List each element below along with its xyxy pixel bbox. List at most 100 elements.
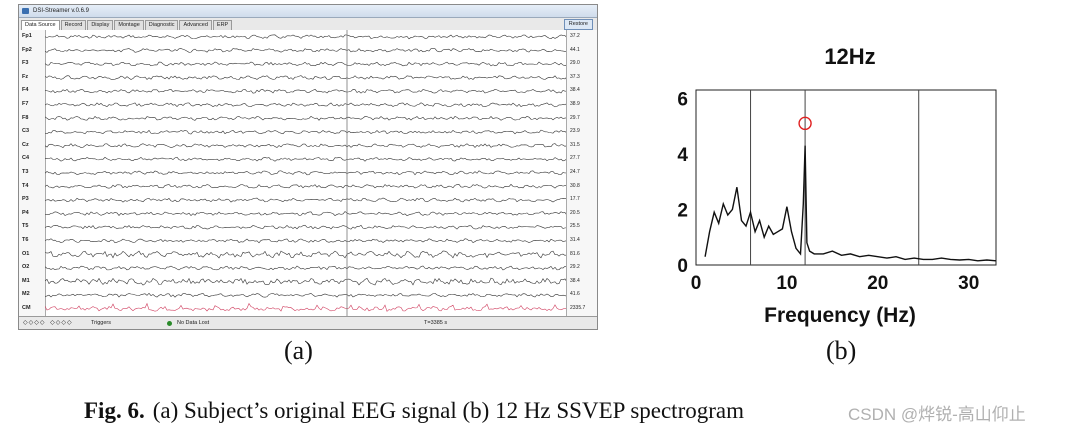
channel-label: T4 [22, 182, 29, 189]
peak-marker [798, 116, 812, 131]
no-data-lost-label: No Data Lost [177, 320, 210, 326]
restore-button[interactable]: Restore [563, 19, 593, 30]
channel-label: F4 [22, 87, 29, 94]
channel-label: Cz [22, 141, 29, 148]
channel-value: 29.7 [570, 114, 580, 121]
y-tick-label: 6 [677, 89, 688, 110]
channel-value: 27.7 [570, 155, 580, 162]
eeg-trace [45, 265, 567, 271]
figure-number: Fig. 6. [84, 398, 145, 423]
eeg-signal-plot [45, 30, 567, 317]
channel-value: 29.2 [570, 264, 580, 271]
channel-label: Fp2 [22, 46, 32, 53]
eeg-trace [45, 61, 567, 67]
figure-caption: Fig. 6. (a) Subject’s original EEG signal… [84, 398, 744, 424]
channel-value: 2335.7 [570, 305, 586, 311]
x-tick-label: 10 [776, 273, 797, 294]
channel-label: C4 [22, 155, 30, 162]
eeg-trace [45, 170, 567, 176]
channel-label: F3 [22, 60, 29, 67]
eeg-trace [45, 250, 567, 259]
channel-label: T5 [22, 223, 29, 230]
subfigure-label-a: (a) [284, 336, 313, 365]
eeg-trace [45, 211, 567, 216]
watermark: CSDN @烨锐-高山仰止 [848, 405, 1026, 424]
tab-advanced[interactable]: Advanced [179, 20, 212, 30]
channel-label: C3 [22, 128, 30, 135]
spectrum-chart: 0 10 20 30 0 2 4 6 Frequency (Hz) [677, 89, 997, 327]
eeg-trace [45, 197, 567, 203]
chart-title: 12Hz [824, 44, 876, 69]
channel-value: 25.5 [570, 223, 580, 230]
eeg-trace [45, 88, 567, 94]
triggers-label: Triggers [91, 320, 111, 326]
spectrum-series-line [704, 145, 997, 262]
channel-value-column: 37.2 44.1 29.0 37.3 38.4 38.9 29.7 23.9 31.5 27.7… [566, 30, 597, 317]
nav-right-icon[interactable]: ◇ [66, 320, 72, 326]
x-tick-label: 0 [691, 273, 702, 294]
nav-left-icon[interactable]: ◇ [34, 320, 39, 326]
eeg-viewer-window: DSI-Streamer v.0.6.9 Data Source Record … [18, 4, 598, 330]
nav-left-icon[interactable]: ◇ [23, 320, 28, 326]
eeg-trace [45, 129, 567, 135]
eeg-trace [45, 116, 567, 121]
figure-caption-text: (a) Subject’s original EEG signal (b) 12… [152, 398, 744, 423]
channel-value: 29.0 [570, 60, 580, 67]
eeg-trace [45, 34, 567, 40]
channel-value: 44.1 [570, 46, 580, 53]
channel-label: T3 [22, 169, 29, 175]
eeg-trace [45, 238, 567, 244]
channel-label: Fp1 [22, 33, 32, 39]
tab-erp[interactable]: ERP [212, 20, 233, 30]
subfigure-label-b: (b) [826, 336, 857, 365]
app-icon [22, 8, 29, 14]
channel-label: M1 [22, 277, 30, 284]
channel-value: 38.9 [570, 101, 580, 107]
y-tick-label: 2 [677, 200, 688, 221]
channel-value: 41.6 [570, 291, 580, 298]
channel-value: 37.3 [570, 73, 580, 80]
channel-label: O2 [22, 264, 30, 271]
tab-bar: Data Source Record Display Montage Diagn… [19, 18, 597, 31]
channel-value: 24.7 [570, 169, 580, 175]
tab-montage[interactable]: Montage [114, 20, 144, 30]
channel-value: 20.5 [570, 209, 580, 216]
channel-label: Fz [22, 73, 29, 80]
channel-value: 30.8 [570, 182, 580, 189]
eeg-trace [45, 302, 567, 312]
channel-label: T6 [22, 237, 29, 243]
channel-value: 81.6 [570, 250, 580, 257]
channel-value: 31.4 [570, 237, 580, 243]
nav-right-icon[interactable]: ◇ [55, 320, 61, 326]
channel-label: O1 [22, 250, 30, 257]
channel-label: M2 [22, 291, 30, 298]
nav-right-icon[interactable]: ◇ [50, 320, 55, 326]
x-tick-label: 20 [867, 273, 888, 294]
channel-value: 38.4 [570, 87, 580, 94]
channel-value: 23.9 [570, 128, 580, 135]
tab-record[interactable]: Record [60, 20, 87, 30]
channel-label-column: Fp1 Fp2 F3 Fz F4 F7 F8 C3 Cz C4 T3 T4 P3 P4 T5 T6 O1 O2 M1… [19, 30, 46, 317]
navigation-arrows[interactable]: ◇◇◇◇ ◇◇◇◇ [23, 317, 73, 329]
eeg-trace [45, 75, 567, 80]
eeg-trace [45, 143, 567, 148]
eeg-trace [45, 183, 567, 189]
channel-label: CM [22, 305, 31, 311]
channel-label: P3 [22, 196, 29, 203]
x-tick-label: 30 [958, 273, 979, 294]
eeg-trace [45, 277, 567, 286]
tab-display[interactable]: Display [87, 20, 114, 30]
eeg-trace [45, 156, 567, 162]
status-dot-icon [167, 321, 172, 326]
eeg-trace [45, 48, 567, 53]
plot-frame [695, 89, 997, 266]
tab-diagnostic[interactable]: Diagnostic [144, 20, 179, 30]
nav-right-icon[interactable]: ◇ [61, 320, 66, 326]
nav-left-icon[interactable]: ◇ [28, 320, 34, 326]
channel-value: 37.2 [570, 33, 580, 39]
nav-left-icon[interactable]: ◇ [39, 320, 45, 326]
channel-value: 17.7 [570, 196, 580, 203]
window-titlebar: DSI-Streamer v.0.6.9 [19, 5, 597, 18]
tab-data-source[interactable]: Data Source [21, 20, 60, 30]
y-tick-label: 0 [677, 256, 688, 277]
